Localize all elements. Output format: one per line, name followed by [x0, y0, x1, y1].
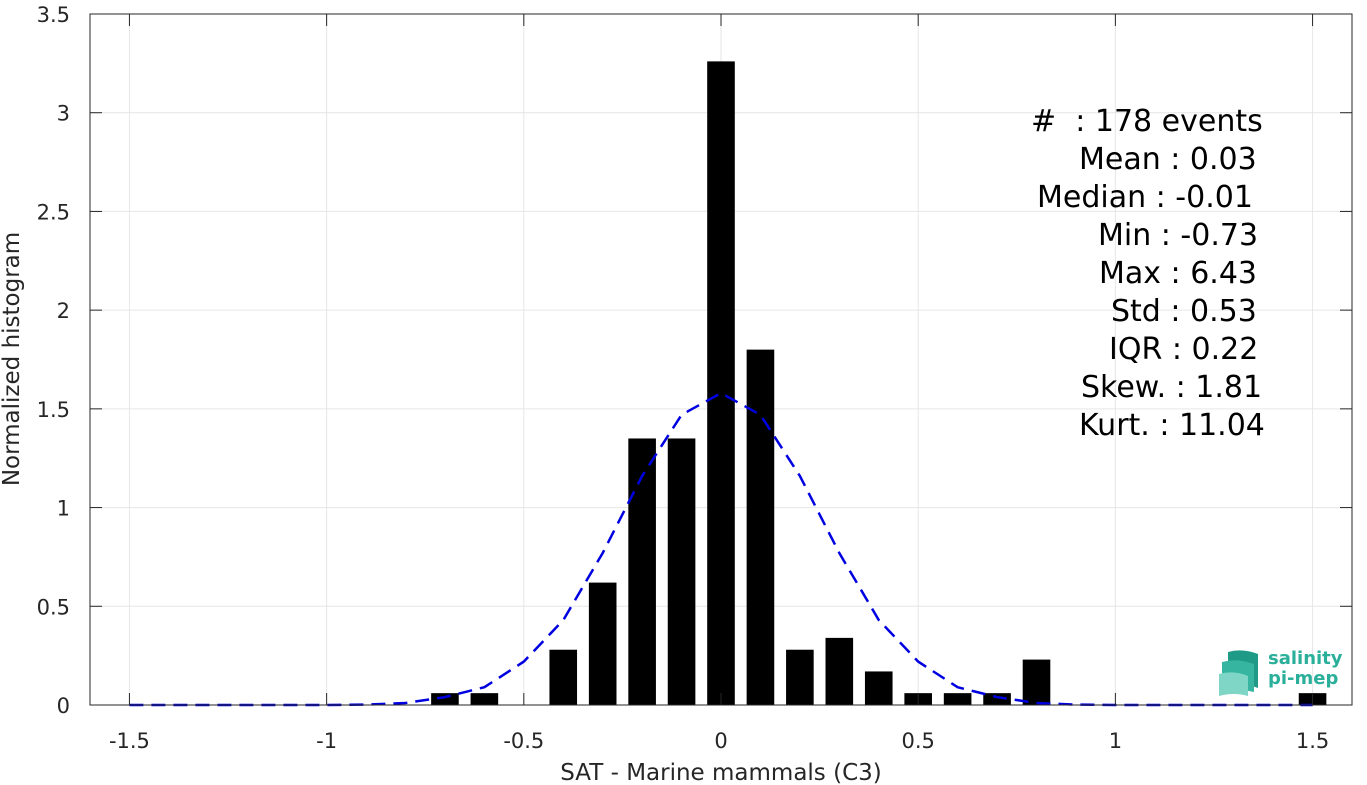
y-tick-label: 2	[57, 299, 70, 323]
stat-std: Std : 0.53	[1111, 294, 1257, 329]
stat-min: Min : -0.73	[1098, 218, 1259, 253]
stat-iqr: IQR : 0.22	[1109, 332, 1259, 367]
stat-median: Median : -0.01	[1037, 180, 1253, 215]
histogram-bar	[864, 671, 893, 705]
stat-skew: Skew. : 1.81	[1081, 370, 1263, 405]
histogram-bar	[470, 693, 499, 705]
histogram-bar	[667, 438, 696, 705]
logo-text-pi-mep: pi-mep	[1268, 668, 1339, 689]
y-axis-label: Normalized histogram	[0, 232, 25, 486]
histogram-bar	[825, 637, 854, 705]
y-tick-labels: 0 0.5 1 1.5 2 2.5 3 3.5	[37, 3, 70, 718]
histogram-bar	[707, 61, 735, 705]
logo-text-salinity: salinity	[1268, 648, 1343, 669]
x-tick-label: 1	[1109, 729, 1122, 753]
x-tick-label: -1	[316, 729, 337, 753]
y-tick-label: 2.5	[37, 200, 70, 224]
stat-max: Max : 6.43	[1099, 256, 1257, 291]
x-tick-label: -0.5	[503, 729, 544, 753]
y-tick-label: 3.5	[37, 3, 70, 27]
x-tick-labels: -1.5 -1 -0.5 0 0.5 1 1.5	[109, 729, 1329, 753]
histogram-bar	[549, 649, 578, 705]
x-tick-label: 1.5	[1296, 729, 1329, 753]
x-tick-label: 0	[714, 729, 727, 753]
waves-icon	[1219, 650, 1258, 696]
y-tick-label: 3	[57, 102, 70, 126]
y-tick-label: 1.5	[37, 398, 70, 422]
histogram-bar	[786, 649, 814, 705]
y-tick-label: 1	[57, 497, 70, 521]
x-axis-label: SAT - Marine mammals (C3)	[560, 760, 882, 785]
x-tick-label: -1.5	[109, 729, 150, 753]
histogram-bar	[588, 582, 617, 705]
histogram-bar	[1022, 659, 1051, 705]
histogram-bar	[746, 349, 775, 705]
histogram-bar	[628, 438, 656, 705]
stat-mean: Mean : 0.03	[1079, 142, 1257, 177]
stat-events: # : 178 events	[1031, 104, 1263, 139]
histogram-bar	[431, 693, 459, 705]
y-tick-label: 0	[57, 694, 70, 718]
salinity-pi-mep-logo: salinity pi-mep	[1218, 646, 1348, 696]
x-tick-label: 0.5	[901, 729, 934, 753]
y-tick-label: 0.5	[37, 595, 70, 619]
axis-ticks	[90, 13, 1352, 706]
histogram-bar	[943, 693, 972, 705]
stat-kurt: Kurt. : 11.04	[1079, 408, 1265, 443]
histogram-bar	[983, 693, 1011, 705]
